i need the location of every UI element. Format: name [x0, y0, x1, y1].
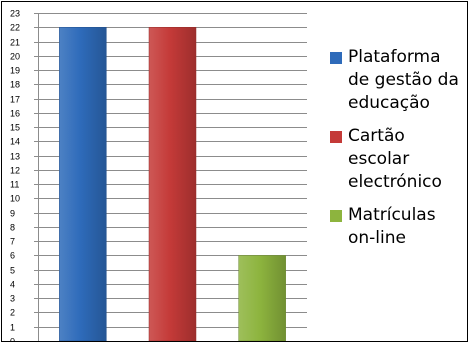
y-tick-label-4: 4	[10, 280, 15, 290]
legend-item-matriculas: Matrículas on-line	[330, 204, 467, 250]
y-tick-label-12: 12	[10, 166, 20, 176]
legend-swatch-plataforma	[330, 52, 342, 64]
y-tick-label-21: 21	[10, 38, 20, 48]
y-tick-label-17: 17	[10, 95, 20, 105]
legend-item-plataforma: Plataforma de gestão da educação	[330, 46, 467, 115]
y-tick-label-23: 23	[10, 9, 20, 19]
y-tick-label-9: 9	[10, 209, 15, 219]
y-tick-label-0: 0	[10, 337, 15, 342]
y-tick-label-8: 8	[10, 223, 15, 233]
bar-2	[238, 255, 286, 341]
y-tick-labels: 01234567891011121314151617181920212223	[10, 9, 20, 342]
legend: Plataforma de gestão da educação Cartão …	[330, 46, 467, 260]
legend-swatch-cartao	[330, 131, 342, 143]
y-tick-label-14: 14	[10, 137, 20, 147]
legend-label-cartao: Cartão escolar electrónico	[348, 126, 442, 192]
y-tick-label-19: 19	[10, 66, 20, 76]
y-tick-label-20: 20	[10, 52, 20, 62]
y-tick-label-7: 7	[10, 237, 15, 247]
legend-item-cartao: Cartão escolar electrónico	[330, 125, 467, 194]
y-tick-label-6: 6	[10, 251, 15, 261]
y-tick-label-22: 22	[10, 23, 20, 33]
bar-1	[148, 27, 197, 341]
y-tick-label-13: 13	[10, 152, 20, 162]
y-tick-label-1: 1	[10, 323, 15, 333]
bar-chart-plot: 01234567891011121314151617181920212223	[10, 9, 307, 342]
y-tick-label-11: 11	[10, 180, 19, 190]
y-tick-label-10: 10	[10, 194, 20, 204]
y-axis	[34, 13, 39, 341]
y-tick-label-15: 15	[10, 123, 20, 133]
legend-swatch-matriculas	[330, 210, 342, 222]
legend-label-matriculas: Matrículas on-line	[348, 205, 436, 248]
bars	[59, 27, 286, 341]
y-tick-label-2: 2	[10, 308, 15, 318]
y-tick-label-18: 18	[10, 80, 20, 90]
y-tick-label-3: 3	[10, 294, 15, 304]
y-tick-label-16: 16	[10, 109, 20, 119]
bar-0	[59, 27, 107, 341]
y-tick-label-5: 5	[10, 266, 15, 276]
legend-label-plataforma: Plataforma de gestão da educação	[348, 47, 459, 113]
